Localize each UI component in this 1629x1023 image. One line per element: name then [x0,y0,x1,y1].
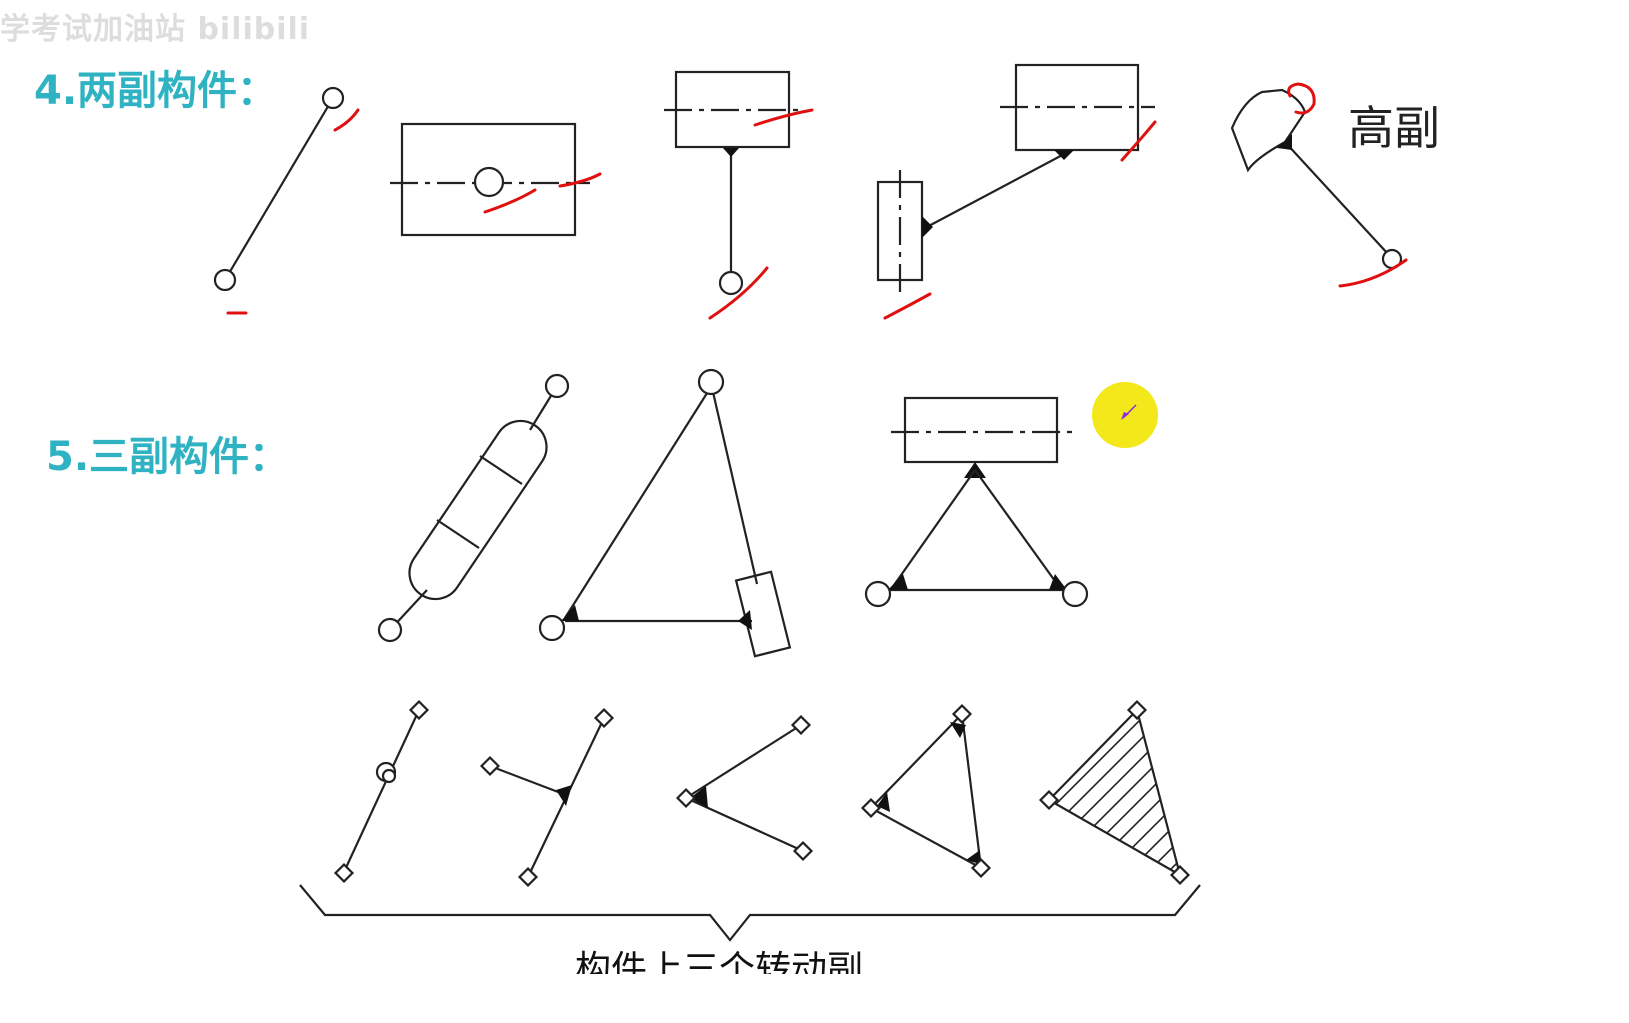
revolute-joint-icon [408,699,430,721]
red-annotation-mark [753,108,814,127]
video-watermark: 学考试加油站 bilibili [0,12,311,47]
frame-bottom-strip [0,975,1629,1023]
revolute-joint-icon [860,797,882,819]
revolute-joint-icon [1038,789,1060,811]
revolute-joint-icon [790,714,812,736]
three-pair-slider-triangle [864,396,1089,608]
three-revolute-triangle-link [860,703,992,879]
revolute-joint-icon [479,755,501,777]
red-annotation-mark [333,108,360,132]
red-annotation-mark [483,188,537,214]
red-annotation-mark [1120,120,1157,162]
heading-two-pair-links: 4.两副构件： [34,68,278,114]
higher-pair-label: 高副 [1348,101,1440,155]
red-annotation-mark [1338,258,1408,288]
two-pair-bar-link [213,86,360,315]
three-revolute-angle-link [675,714,814,862]
two-pair-higher-pair-link [1230,82,1408,288]
revolute-joint-icon [538,614,566,642]
revolute-joint-icon [1061,580,1089,608]
red-annotation-mark [558,172,602,188]
two-pair-slider-with-rod [664,70,814,320]
revolute-joint-icon [697,368,725,396]
revolute-joint-icon [864,580,892,608]
revolute-joint-icon [593,707,615,729]
two-pair-double-slider [876,63,1157,320]
revolute-joint-icon [213,268,237,292]
revolute-joint-icon [970,857,992,879]
red-annotation-mark [883,292,932,320]
three-revolute-hatched-link [1038,699,1191,886]
revolute-joint-icon [792,840,814,862]
revolute-joint-icon [473,166,505,198]
red-annotation-circle [1287,82,1316,115]
three-pair-cylinder-link [377,373,570,643]
three-pair-triangle-with-slider [538,368,792,658]
bottom-caption: 构件上三个转动副 [575,949,864,974]
revolute-joint-icon [951,703,973,725]
revolute-joint-icon [718,270,744,296]
revolute-joint-icon [381,768,397,784]
revolute-joint-icon [1169,864,1191,886]
two-pair-slider-block [390,122,602,237]
cursor-highlight [1092,382,1158,448]
three-revolute-collinear-link [333,699,430,884]
revolute-joint-icon [377,617,403,643]
revolute-joint-icon [321,86,345,110]
grouping-brace [299,884,1201,942]
revolute-joint-icon [517,866,539,888]
revolute-joint-icon [1126,699,1148,721]
revolute-joint-icon [333,862,355,884]
revolute-joint-icon [675,787,697,809]
heading-three-pair-links: 5.三副构件： [46,434,290,480]
revolute-joint-icon [544,373,570,399]
red-annotation-mark [708,266,769,320]
three-revolute-y-link [479,707,615,888]
